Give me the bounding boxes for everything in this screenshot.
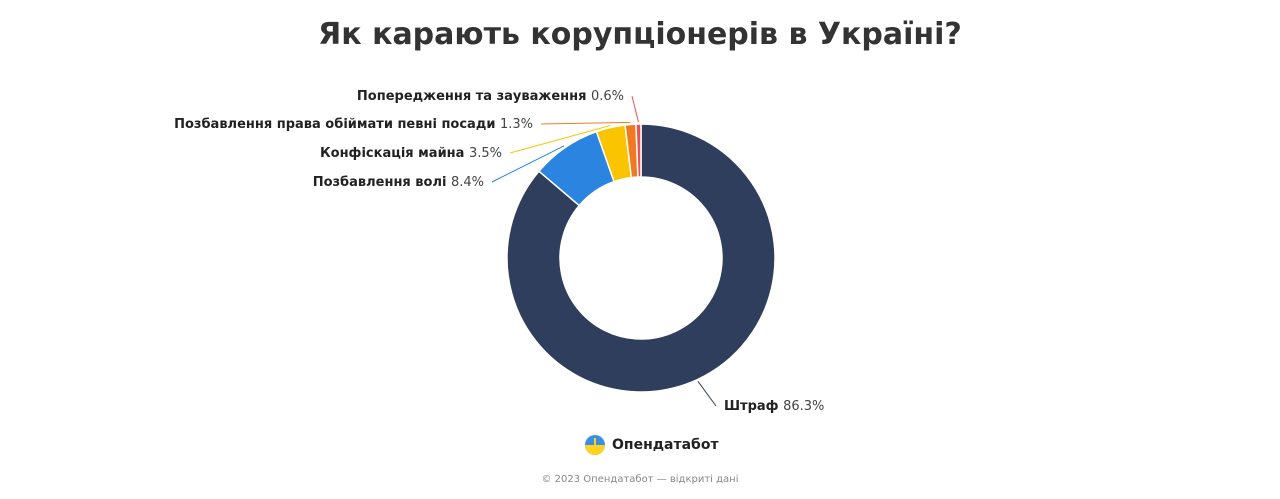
label-connector-2 — [491, 145, 565, 183]
label-connector-1 — [697, 381, 717, 407]
slice-label-2: Позбавлення волі 8.4% — [313, 175, 484, 190]
label-connector-5 — [631, 95, 639, 123]
label-connector-4 — [540, 121, 631, 125]
brand-logo: Опендатабот — [584, 433, 719, 457]
brand-name: Опендатабот — [612, 437, 719, 453]
opendatabot-icon — [585, 435, 605, 455]
copyright-footer: © 2023 Опендатабот — відкриті дані — [541, 474, 739, 485]
slice-label-5: Попередження та зауваження 0.6% — [357, 89, 624, 104]
chart-title: Як карають корупціонерів в Україні? — [318, 17, 962, 52]
slice-label-3: Конфіскація майна 3.5% — [320, 146, 502, 161]
slice-label-1: Штраф 86.3% — [724, 399, 824, 414]
label-connector-3 — [509, 125, 611, 154]
slice-label-4: Позбавлення права обіймати певні посади … — [174, 117, 533, 132]
donut-slice-1 — [506, 123, 776, 393]
donut-slice-5 — [635, 123, 642, 178]
